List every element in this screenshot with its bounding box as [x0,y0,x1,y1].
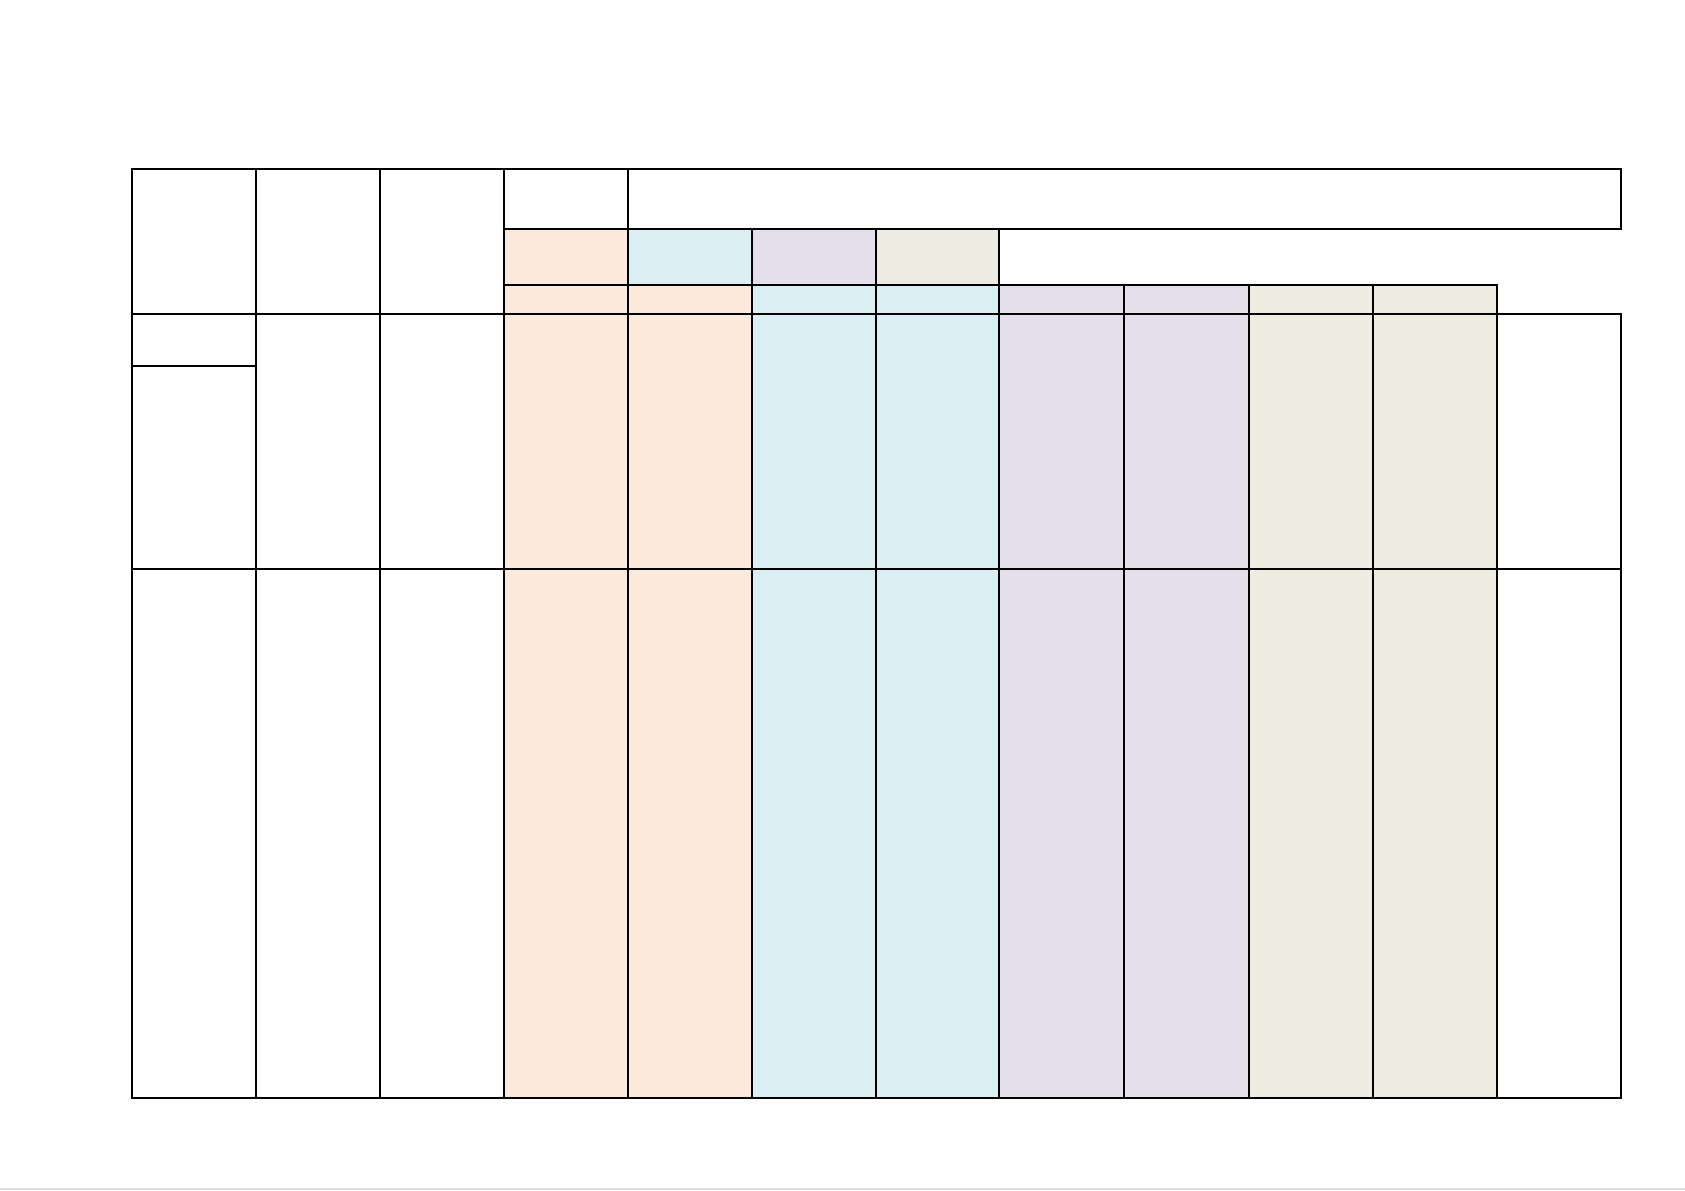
group-header-cell [751,228,877,286]
sub-header-cell [998,284,1125,315]
sub-header-cell [875,284,1000,315]
body-cell [998,313,1125,570]
header-cell [131,168,257,315]
header-cell [379,168,505,315]
body-cell [503,313,629,570]
sub-header-cell [1248,284,1374,315]
body-cell [751,568,877,1099]
body-cell [379,313,505,570]
body-cell [1372,313,1498,570]
body-cell [1496,568,1622,1099]
body-cell [255,568,381,1099]
body-cell [1123,568,1250,1099]
sub-header-cell [1372,284,1498,315]
group-header-cell [627,228,753,286]
body-cell [131,365,257,570]
body-cell [131,568,257,1099]
body-cell [1123,313,1250,570]
body-cell [627,568,753,1099]
header-cell [255,168,381,315]
sub-header-cell [1123,284,1250,315]
body-cell [875,313,1000,570]
body-cell [131,313,257,367]
body-cell [627,313,753,570]
body-cell [875,568,1000,1099]
sub-header-cell [751,284,877,315]
body-cell [1496,313,1622,570]
group-header-cell [503,228,629,286]
sub-header-cell [503,284,629,315]
body-cell [998,568,1125,1099]
body-cell [1248,568,1374,1099]
group-header-cell [875,228,1000,286]
body-cell [1372,568,1498,1099]
body-cell [379,568,505,1099]
body-cell [503,568,629,1099]
header-span-cell [627,168,1622,230]
body-cell [751,313,877,570]
body-cell [1248,313,1374,570]
sub-header-cell [627,284,753,315]
header-cell [503,168,629,230]
body-cell [255,313,381,570]
